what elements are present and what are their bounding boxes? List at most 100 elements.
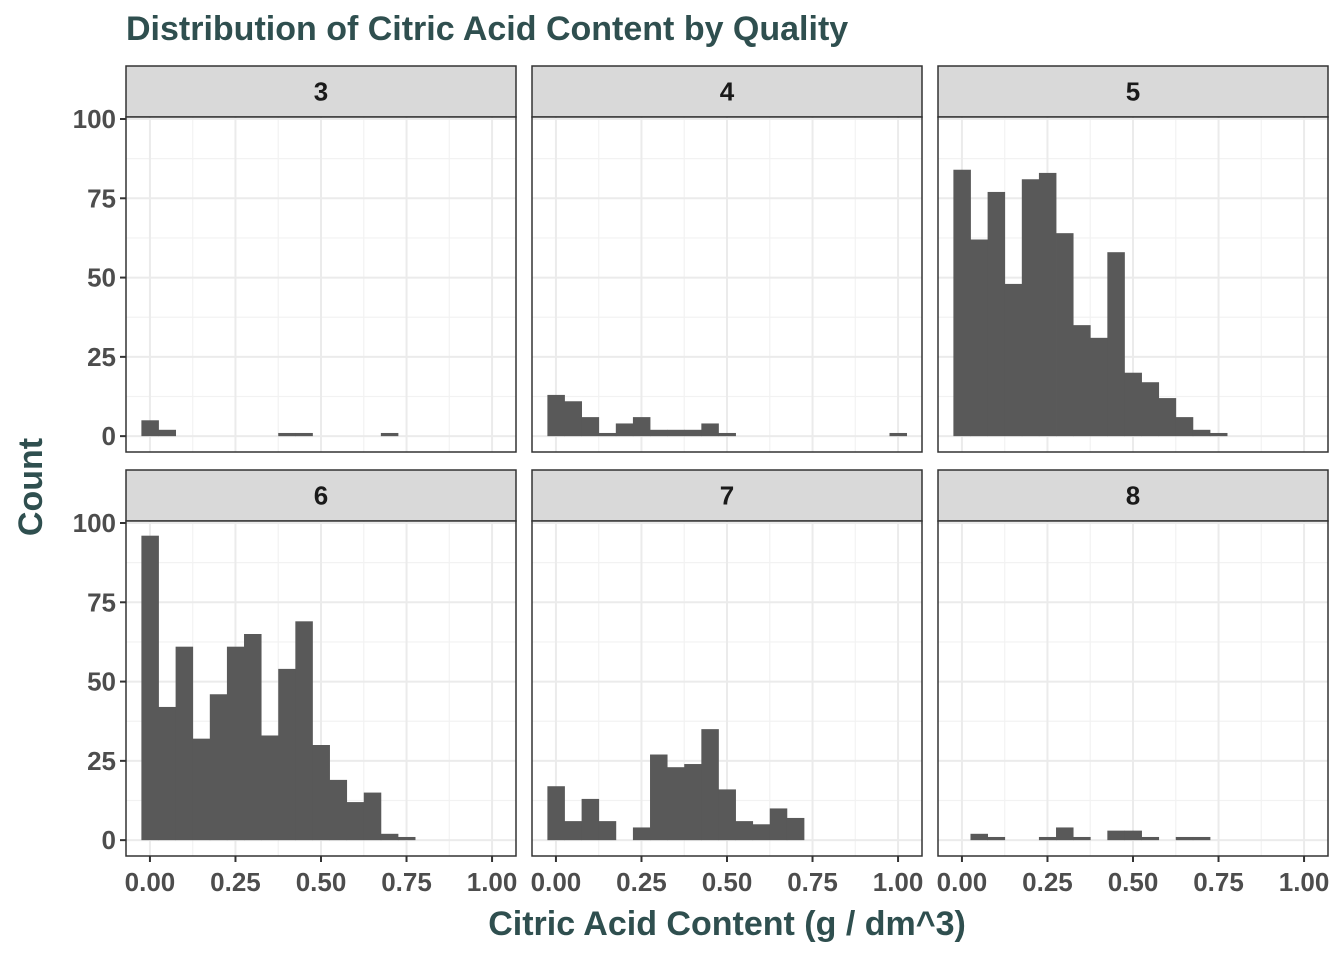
x-tick-label: 0.75 (381, 867, 432, 897)
x-tick-label: 0.25 (616, 867, 667, 897)
histogram-bar (1107, 252, 1125, 437)
histogram-bar (564, 821, 583, 841)
histogram-bar (278, 668, 296, 841)
histogram-bar (684, 429, 702, 437)
histogram-bar (970, 239, 989, 437)
histogram-bar (987, 191, 1006, 437)
histogram-bar (363, 792, 382, 841)
histogram-bar (1090, 337, 1108, 437)
y-tick-label: 100 (73, 508, 116, 538)
x-tick-label: 0.75 (787, 867, 838, 897)
histogram-bar (701, 423, 719, 437)
facet-panel-5: 5 (937, 65, 1329, 453)
x-tick-label: 1.00 (467, 867, 518, 897)
histogram-bar (752, 824, 771, 841)
x-tick-label: 1.00 (1279, 867, 1330, 897)
histogram-bar (1192, 429, 1211, 437)
histogram-bar (278, 432, 296, 437)
histogram-bar (312, 745, 330, 841)
histogram-bar (547, 394, 565, 437)
histogram-bar (1124, 372, 1142, 437)
y-tick-label: 75 (87, 587, 116, 617)
histogram-bar (1073, 325, 1091, 437)
histogram-bar (192, 738, 211, 841)
histogram-bar (244, 634, 262, 841)
histogram-bar (598, 821, 617, 841)
x-tick-label: 0.25 (210, 867, 261, 897)
histogram-bar (1073, 836, 1091, 841)
y-axis-title: Count (12, 438, 50, 536)
facet-strip-label: 7 (720, 481, 734, 511)
facet-strip (531, 65, 923, 118)
histogram-bar (632, 827, 651, 841)
histogram-bar (1038, 172, 1057, 437)
histogram-bar (970, 833, 989, 841)
histogram-bar (209, 694, 228, 841)
panel-border (531, 116, 923, 453)
facet-strip-label: 8 (1126, 481, 1140, 511)
y-tick-label: 100 (73, 104, 116, 134)
histogram-bar (650, 429, 668, 437)
histogram-bar (632, 417, 651, 437)
histogram-bar (1021, 179, 1040, 437)
histogram-bar (769, 808, 788, 841)
histogram-bar (889, 432, 908, 437)
histogram-bar (1141, 836, 1160, 841)
panel-border (937, 116, 1329, 453)
histogram-bar (1192, 836, 1211, 841)
histogram-bar (598, 432, 617, 437)
y-tick-label: 50 (87, 667, 116, 697)
facet-panel-8: 8 (937, 469, 1329, 857)
facet-strip-label: 3 (314, 77, 328, 107)
histogram-bar (581, 798, 600, 841)
panel-border (125, 116, 517, 453)
histogram-bar (987, 836, 1006, 841)
histogram-bar (1038, 836, 1057, 841)
histogram-bar (667, 767, 685, 841)
y-tick-label: 25 (87, 746, 116, 776)
x-tick-label: 0.00 (531, 867, 582, 897)
facet-strip (125, 65, 517, 118)
histogram-bar (701, 729, 719, 841)
x-tick-label: 0.00 (125, 867, 176, 897)
histogram-bar (329, 779, 348, 841)
facet-strip (937, 469, 1329, 522)
histogram-bar (175, 646, 194, 841)
histogram-bar (141, 535, 159, 841)
facet-panel-4: 4 (531, 65, 923, 453)
x-axis: 0.00 0.25 0.50 0.75 1.00 0.00 0.25 0.50 0.75 1.00… (125, 856, 1330, 897)
histogram-bar (261, 735, 279, 841)
histogram-bar (346, 802, 365, 841)
facet-strip (937, 65, 1329, 118)
histogram-bar (581, 417, 600, 437)
facet-strip-label: 4 (720, 77, 735, 107)
x-tick-label: 0.00 (937, 867, 988, 897)
x-axis-title: Citric Acid Content (g / dm^3) (488, 905, 966, 943)
y-tick-label: 75 (87, 183, 116, 213)
histogram-bar (1209, 432, 1228, 437)
y-axis: 0 25 50 75 100 0 25 50 75 100 (73, 104, 126, 855)
x-tick-label: 1.00 (873, 867, 924, 897)
y-tick-label: 0 (102, 421, 116, 451)
histogram-bar (295, 621, 313, 841)
histogram-bar (1158, 398, 1177, 437)
facet-strip-label: 5 (1126, 77, 1140, 107)
facet-panel-7: 7 (531, 469, 923, 857)
x-tick-label: 0.50 (1108, 867, 1159, 897)
histogram-bar (1124, 830, 1142, 841)
histogram-bar (547, 786, 565, 841)
histogram-bar (380, 432, 399, 437)
histogram-bar (1056, 233, 1074, 437)
histogram-bar (1004, 283, 1023, 437)
histogram-bar (158, 706, 177, 841)
facet-panel-6: 6 (125, 469, 517, 857)
chart-title: Distribution of Citric Acid Content by Q… (126, 10, 848, 48)
y-tick-label: 25 (87, 342, 116, 372)
x-tick-label: 0.25 (1022, 867, 1073, 897)
histogram-bar (718, 432, 736, 437)
histogram-bar (1175, 417, 1194, 437)
histogram-bar (650, 754, 668, 841)
x-tick-label: 0.50 (296, 867, 347, 897)
histogram-bar (1141, 382, 1160, 437)
